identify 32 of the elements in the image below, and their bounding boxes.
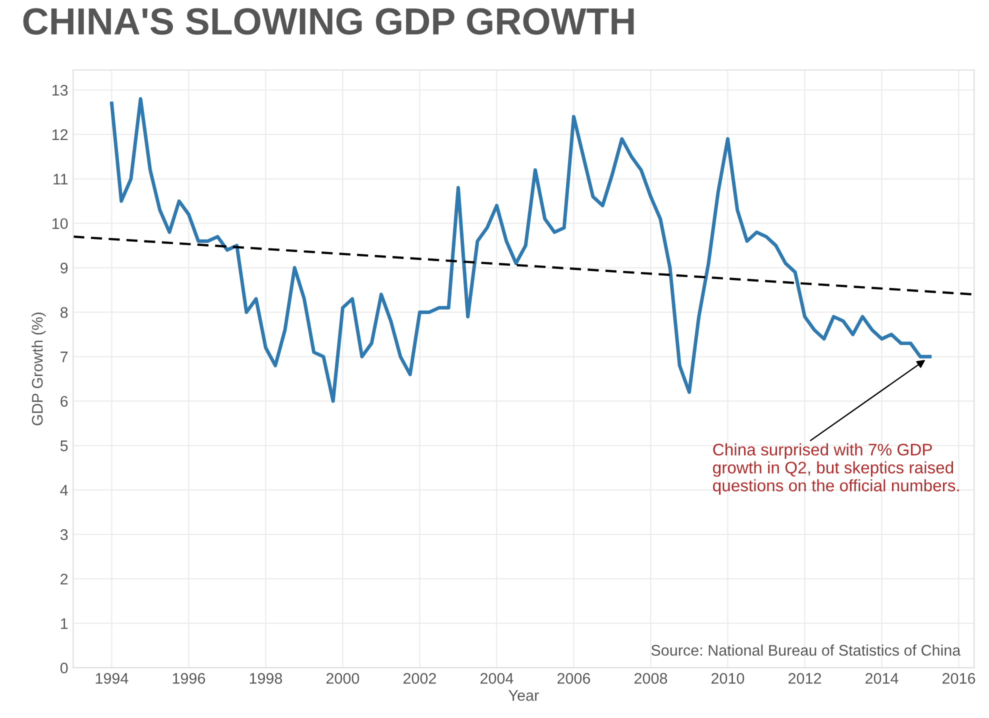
y-tick-label: 11	[54, 174, 68, 184]
y-axis-title: GDP Growth (%)	[32, 312, 46, 426]
y-tick-label: 7	[60, 352, 68, 362]
chart-title: CHINA'S SLOWING GDP GROWTH	[23, 8, 634, 35]
annotation: Source: National Bureau of Statistics of China	[651, 644, 961, 656]
y-tick-label: 8	[60, 307, 68, 318]
x-tick-label: 2014	[866, 673, 898, 684]
x-tick-label: 1998	[250, 673, 282, 684]
x-tick-label: 1994	[96, 673, 128, 684]
x-tick-label: 2002	[403, 673, 436, 684]
x-tick-label: 2016	[942, 673, 976, 684]
x-tick-label: 2006	[558, 673, 590, 684]
x-tick-label: 2012	[788, 673, 821, 684]
annotation: China surprised with 7% GDP growth in Q2, but skeptics raised questions on the official numbers.	[713, 443, 959, 495]
y-tick-label: 2	[60, 574, 68, 584]
x-tick-label: 2010	[712, 673, 744, 684]
y-tick-label: 6	[60, 396, 68, 407]
y-tick-label: 13	[52, 84, 68, 96]
line-series	[110, 97, 932, 403]
y-tick-label: 9	[60, 262, 68, 274]
y-tick-label: 4	[60, 485, 68, 496]
y-tick-label: 1	[60, 618, 68, 629]
x-tick-label: 2000	[326, 673, 360, 684]
y-tick-label: 10	[52, 218, 68, 230]
x-tick-label: 2008	[634, 673, 668, 684]
y-tick-label: 12	[52, 129, 68, 140]
y-tick-label: 5	[60, 440, 68, 452]
x-tick-label: 1996	[172, 673, 206, 684]
y-tick-label: 3	[60, 529, 68, 540]
y-tick-label: 0	[60, 662, 68, 674]
x-axis-title: Year	[508, 690, 539, 701]
x-tick-label: 2004	[480, 673, 514, 684]
